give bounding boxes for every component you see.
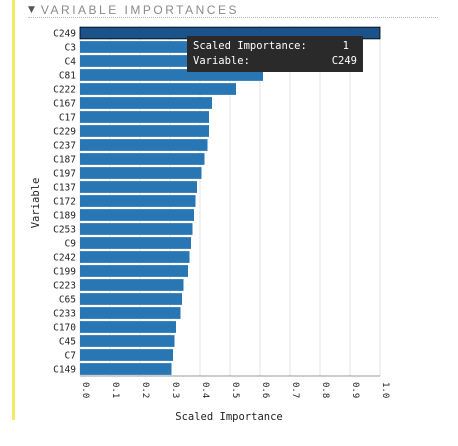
collapse-triangle-icon[interactable]: ▼ (28, 5, 35, 15)
y-tick-labels: C249 C3 C4 C81 C222 C167 C17 C229 C237 C187 C197 C1… (53, 29, 76, 376)
bar-c197[interactable] (80, 167, 202, 179)
y-tick-label: C189 (53, 211, 76, 222)
bar-c3[interactable] (80, 41, 194, 53)
y-tick-label: C242 (53, 253, 76, 264)
y-tick-label: C229 (53, 127, 76, 138)
bar-c9[interactable] (80, 237, 191, 249)
x-tick-label: 0.2 (140, 382, 150, 398)
y-tick-label: C187 (53, 155, 76, 166)
x-axis-title: Scaled Importance (175, 411, 282, 423)
y-tick-label: C17 (59, 113, 76, 124)
y-tick-label: C45 (59, 337, 76, 348)
x-tick-label: 1.0 (380, 382, 390, 398)
y-tick-label: C149 (53, 365, 76, 376)
bar-c4[interactable] (80, 55, 191, 67)
tooltip-importance-value: 1 (342, 40, 349, 52)
y-tick-label: C222 (53, 85, 76, 96)
y-tick-label: C81 (59, 71, 76, 82)
section-header[interactable]: ▼ VARIABLE IMPORTANCES (28, 2, 239, 18)
bar-c187[interactable] (80, 153, 205, 165)
left-accent-rule (12, 0, 15, 420)
bar-c17[interactable] (80, 111, 209, 123)
x-tick-labels: 0.0 0.1 0.2 0.3 0.4 0.5 0.6 0.7 0.8 0.9 1.0 (80, 382, 390, 398)
tooltip-variable-value: C249 (331, 55, 357, 67)
bar-c81[interactable] (80, 69, 263, 81)
header-divider (28, 17, 438, 18)
x-tick-label: 0.9 (350, 382, 360, 398)
bar-c167[interactable] (80, 97, 212, 109)
y-tick-label: C3 (65, 43, 76, 54)
x-tick-label: 0.3 (170, 382, 180, 398)
y-tick-label: C170 (53, 323, 76, 334)
bar-c229[interactable] (80, 125, 209, 137)
bar-c189[interactable] (80, 209, 194, 221)
y-tick-label: C199 (53, 267, 76, 278)
bar-c223[interactable] (80, 279, 184, 291)
y-tick-label: C167 (53, 99, 76, 110)
bar-c137[interactable] (80, 181, 197, 193)
bar-c233[interactable] (80, 307, 181, 319)
section-title: VARIABLE IMPORTANCES (40, 3, 239, 17)
x-tick-label: 0.0 (80, 382, 90, 398)
bar-c45[interactable] (80, 335, 175, 347)
bar-c170[interactable] (80, 321, 176, 333)
tooltip-importance-label: Scaled Importance: (193, 40, 307, 52)
x-tick-label: 0.7 (290, 382, 300, 398)
bars (79, 26, 381, 375)
x-tick-label: 0.4 (200, 382, 210, 398)
bar-c172[interactable] (80, 195, 196, 207)
x-tick-label: 0.1 (110, 382, 120, 398)
y-tick-label: C233 (53, 309, 76, 320)
y-tick-label: C7 (65, 351, 76, 362)
x-tick-label: 0.8 (320, 382, 330, 398)
y-tick-label: C9 (65, 239, 77, 250)
bar-tooltip: Scaled Importance: 1 Variable: C249 (187, 36, 363, 72)
bar-c222[interactable] (80, 83, 236, 95)
y-tick-label: C237 (53, 141, 76, 152)
bar-c237[interactable] (80, 139, 208, 151)
y-tick-label: C137 (53, 183, 76, 194)
bar-c65[interactable] (80, 293, 182, 305)
bar-c7[interactable] (80, 349, 173, 361)
x-tick-label: 0.5 (230, 382, 240, 398)
bar-c199[interactable] (80, 265, 188, 277)
y-tick-label: C197 (53, 169, 76, 180)
y-tick-label: C253 (53, 225, 76, 236)
bar-c149[interactable] (80, 363, 172, 375)
x-tick-label: 0.6 (260, 382, 270, 398)
tooltip-variable-label: Variable: (193, 55, 250, 67)
y-tick-label: C223 (53, 281, 76, 292)
bar-c253[interactable] (80, 223, 193, 235)
bar-c242[interactable] (80, 251, 190, 263)
y-tick-label: C4 (65, 57, 77, 68)
y-tick-label: C249 (53, 29, 76, 40)
y-axis-title: Variable (30, 178, 42, 229)
y-tick-label: C65 (59, 295, 76, 306)
y-tick-label: C172 (53, 197, 76, 208)
